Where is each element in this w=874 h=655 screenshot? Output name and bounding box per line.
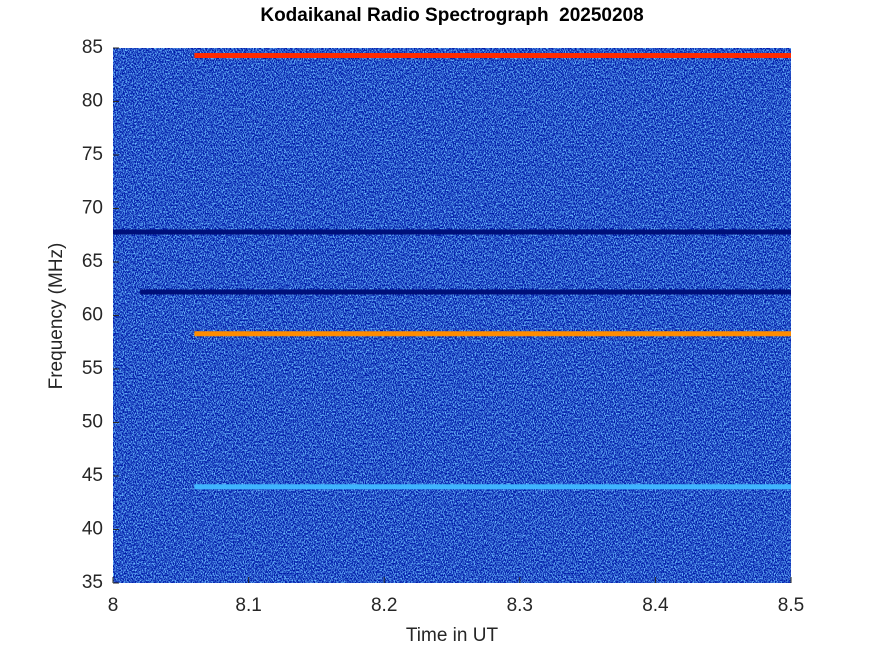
x-tick-label: 8.5: [778, 595, 804, 616]
x-tick-label: 8.2: [371, 595, 397, 616]
y-tick-label: 55: [82, 358, 103, 379]
plot-area: [113, 48, 791, 583]
y-tick-label: 50: [82, 412, 103, 433]
y-tick-label: 45: [82, 465, 103, 486]
y-tick-label: 40: [82, 519, 103, 540]
chart-title: Kodaikanal Radio Spectrograph 20250208: [260, 5, 643, 26]
y-tick-label: 65: [82, 251, 103, 272]
y-tick-label: 70: [82, 198, 103, 219]
y-tick-label: 80: [82, 91, 103, 112]
y-tick-label: 85: [82, 37, 103, 58]
spectrogram-noise: [113, 48, 791, 583]
x-tick-label: 8: [108, 595, 119, 616]
x-tick-label: 8.1: [235, 595, 261, 616]
y-tick-label: 35: [82, 572, 103, 593]
y-axis-label: Frequency (MHz): [46, 243, 67, 390]
x-tick-label: 8.4: [642, 595, 669, 616]
y-tick-label: 75: [82, 144, 103, 165]
y-tick-label: 60: [82, 305, 103, 326]
x-tick-label: 8.3: [507, 595, 533, 616]
x-axis-label: Time in UT: [406, 625, 499, 646]
